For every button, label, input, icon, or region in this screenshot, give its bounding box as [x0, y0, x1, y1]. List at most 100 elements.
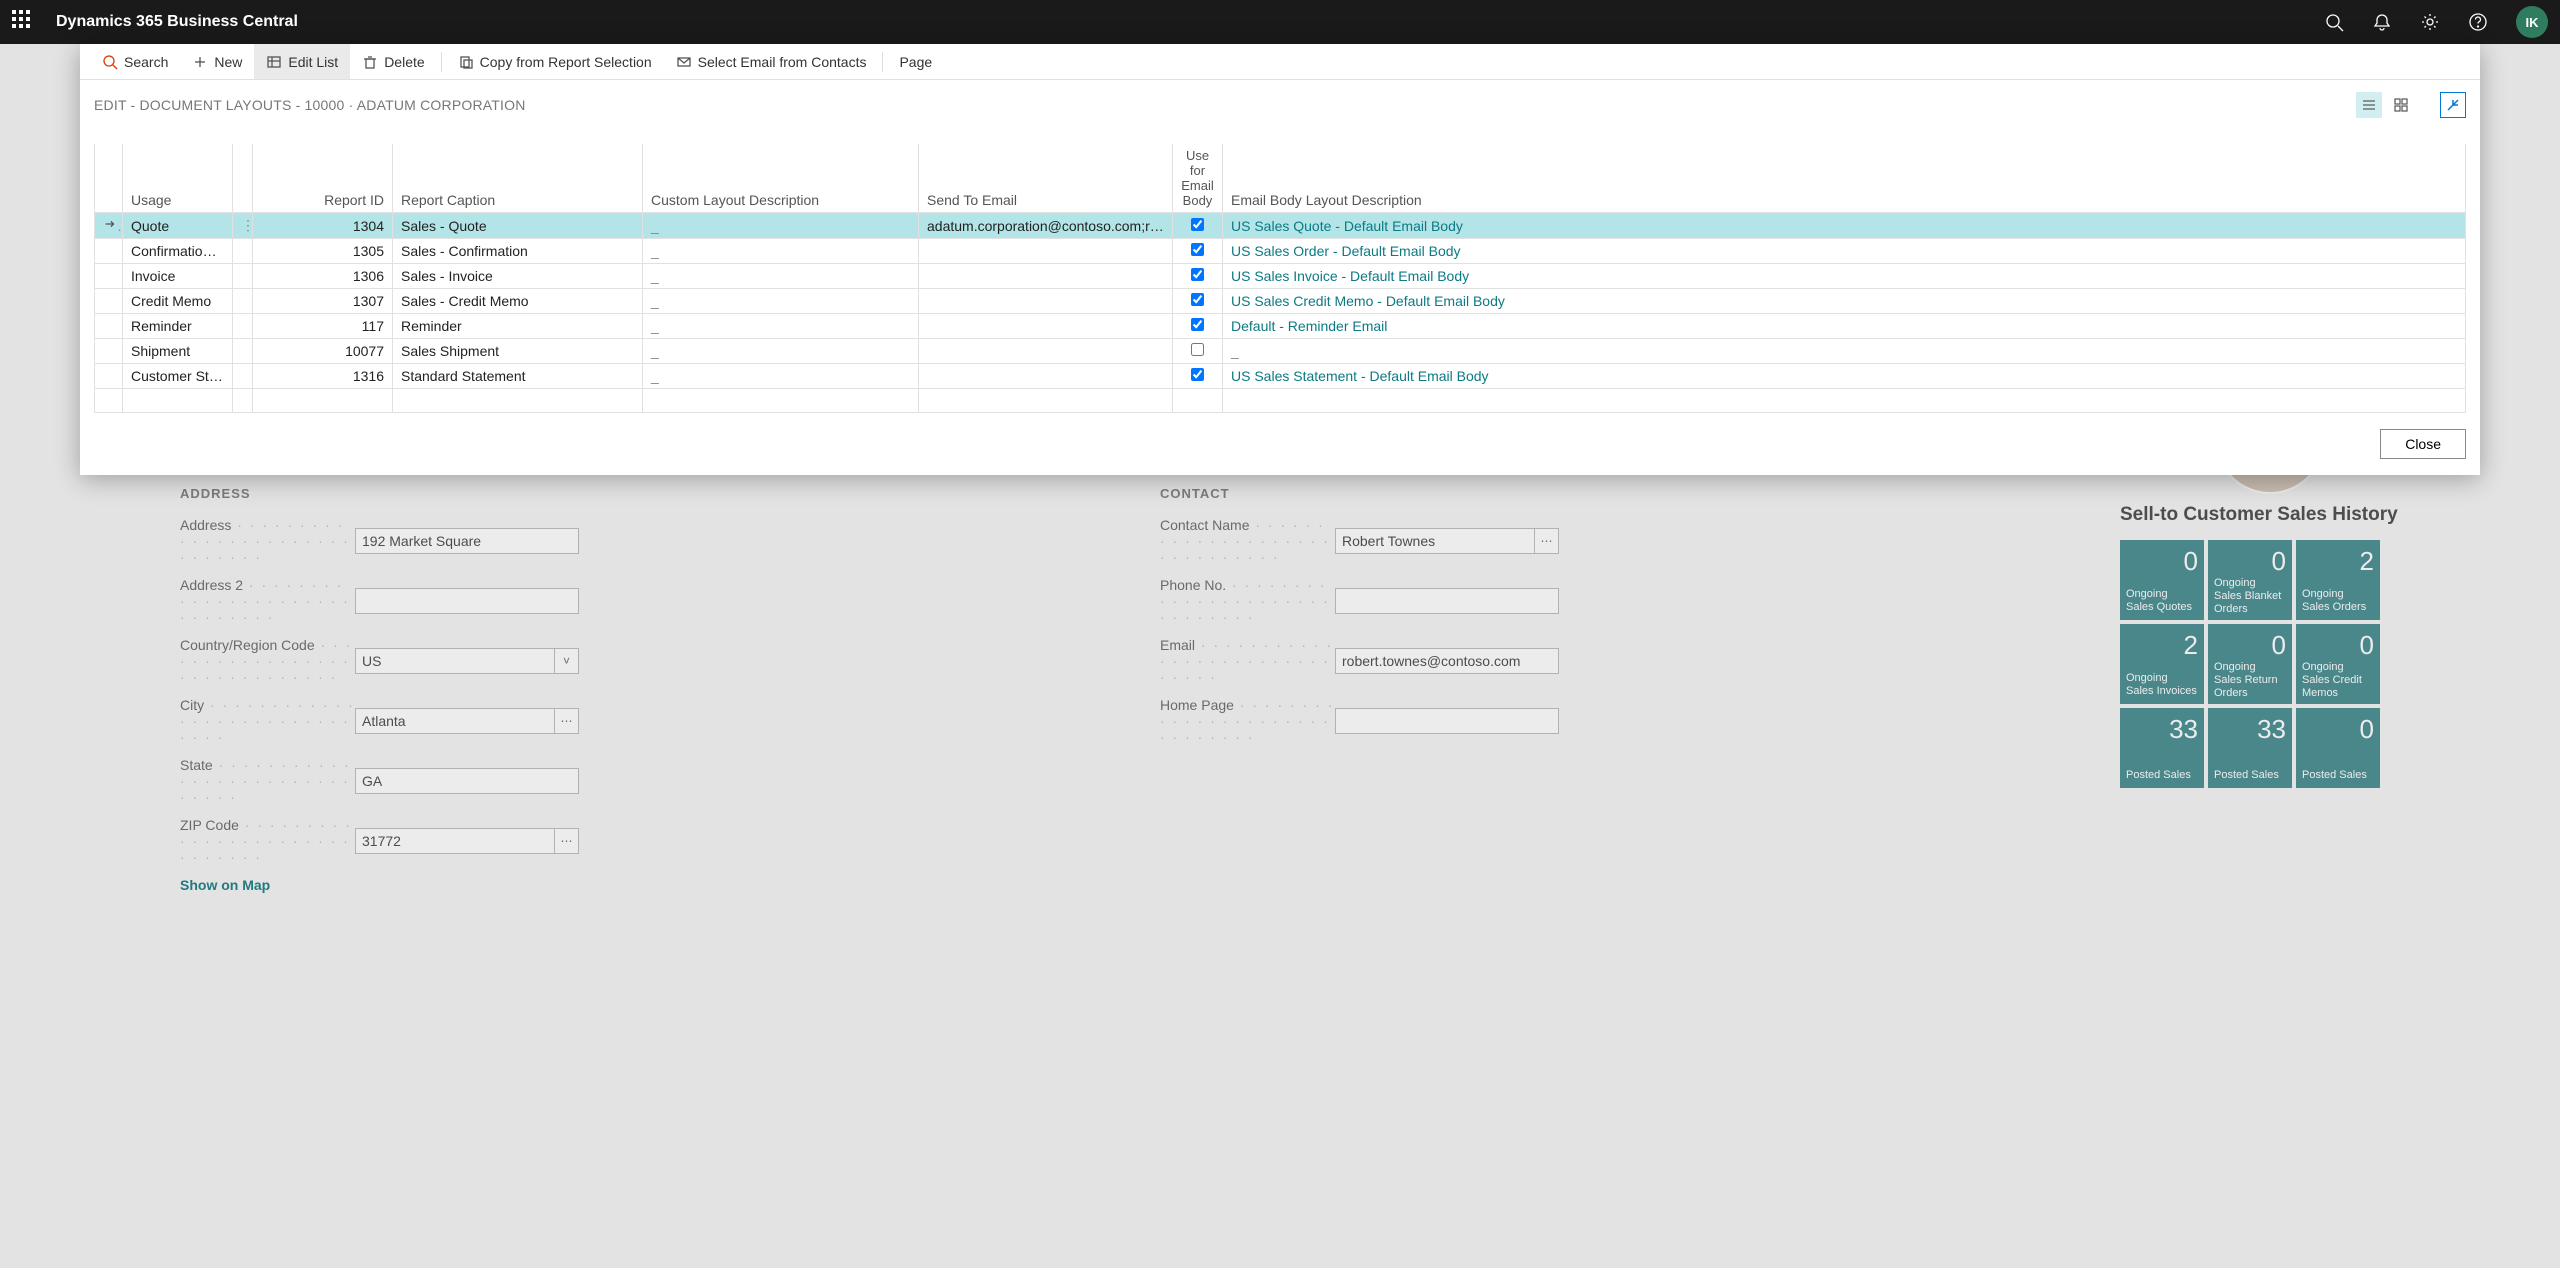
cell-body-layout[interactable]: US Sales Credit Memo - Default Email Bod… — [1223, 289, 2466, 314]
city-input[interactable] — [355, 708, 555, 734]
cell-body-layout[interactable]: US Sales Order - Default Email Body — [1223, 239, 2466, 264]
address2-input[interactable] — [355, 588, 579, 614]
cell-body-layout[interactable]: US Sales Statement - Default Email Body — [1223, 364, 2466, 389]
sales-tile[interactable]: 2Ongoing Sales Invoices — [2120, 624, 2204, 704]
show-on-map-link[interactable]: Show on Map — [180, 877, 1080, 893]
cell-custom-layout[interactable]: _ — [643, 239, 919, 264]
search-button[interactable]: Search — [90, 44, 180, 79]
cell-caption[interactable]: Standard Statement — [393, 364, 643, 389]
cell-report-id[interactable]: 1307 — [253, 289, 393, 314]
list-view-button[interactable] — [2356, 92, 2382, 118]
zip-lookup[interactable]: ⋯ — [555, 828, 579, 854]
cell-send-to[interactable] — [919, 314, 1173, 339]
cell-use-body[interactable] — [1173, 364, 1223, 389]
row-menu-icon[interactable]: ⋮ — [233, 213, 253, 239]
cell-send-to[interactable] — [919, 289, 1173, 314]
edit-list-button[interactable]: Edit List — [254, 44, 350, 79]
cell-use-body[interactable] — [1173, 339, 1223, 364]
sales-tile[interactable]: 0Ongoing Sales Quotes — [2120, 540, 2204, 620]
delete-button[interactable]: Delete — [350, 44, 436, 79]
app-launcher-icon[interactable] — [12, 10, 36, 34]
contact-name-input[interactable] — [1335, 528, 1535, 554]
cell-report-id[interactable]: 117 — [253, 314, 393, 339]
use-body-checkbox[interactable] — [1191, 318, 1204, 331]
cell-usage[interactable]: Invoice — [123, 264, 233, 289]
sales-tile[interactable]: 33Posted Sales — [2120, 708, 2204, 788]
country-input[interactable] — [355, 648, 555, 674]
cell-usage[interactable]: Customer State… — [123, 364, 233, 389]
use-body-checkbox[interactable] — [1191, 293, 1204, 306]
select-email-button[interactable]: Select Email from Contacts — [664, 44, 879, 79]
use-body-checkbox[interactable] — [1191, 343, 1204, 356]
cell-use-body[interactable] — [1173, 289, 1223, 314]
cell-send-to[interactable] — [919, 364, 1173, 389]
use-body-checkbox[interactable] — [1191, 268, 1204, 281]
cell-body-layout[interactable]: US Sales Invoice - Default Email Body — [1223, 264, 2466, 289]
cell-caption[interactable]: Reminder — [393, 314, 643, 339]
col-caption[interactable]: Report Caption — [393, 144, 643, 213]
settings-icon[interactable] — [2420, 12, 2440, 32]
cell-use-body[interactable] — [1173, 264, 1223, 289]
cell-report-id[interactable]: 10077 — [253, 339, 393, 364]
cell-body-layout[interactable]: US Sales Quote - Default Email Body — [1223, 213, 2466, 239]
sales-tile[interactable]: 0Ongoing Sales Credit Memos — [2296, 624, 2380, 704]
col-usage[interactable]: Usage — [123, 144, 233, 213]
homepage-input[interactable] — [1335, 708, 1559, 734]
cell-custom-layout[interactable]: _ — [643, 364, 919, 389]
address-input[interactable] — [355, 528, 579, 554]
col-send-to[interactable]: Send To Email — [919, 144, 1173, 213]
cell-caption[interactable]: Sales - Quote — [393, 213, 643, 239]
row-menu-icon[interactable] — [233, 314, 253, 339]
row-menu-icon[interactable] — [233, 264, 253, 289]
cell-usage[interactable]: Confirmation Or… — [123, 239, 233, 264]
cell-custom-layout[interactable]: _ — [643, 264, 919, 289]
country-dropdown[interactable]: ˅ — [555, 648, 579, 674]
use-body-checkbox[interactable] — [1191, 243, 1204, 256]
sales-tile[interactable]: 0Ongoing Sales Return Orders — [2208, 624, 2292, 704]
close-button[interactable]: Close — [2380, 429, 2466, 459]
table-row[interactable]: Credit Memo1307Sales - Credit Memo_US Sa… — [95, 289, 2466, 314]
cell-caption[interactable]: Sales - Confirmation — [393, 239, 643, 264]
sales-tile[interactable]: 33Posted Sales — [2208, 708, 2292, 788]
table-row[interactable]: Customer State… 1316Standard Statement_ US… — [95, 364, 2466, 389]
cell-custom-layout[interactable]: _ — [643, 289, 919, 314]
help-icon[interactable] — [2468, 12, 2488, 32]
cell-body-layout[interactable]: _ — [1223, 339, 2466, 364]
cell-send-to[interactable]: adatum.corporation@contoso.com;rober… — [919, 213, 1173, 239]
cell-report-id[interactable]: 1306 — [253, 264, 393, 289]
cell-report-id[interactable]: 1304 — [253, 213, 393, 239]
table-row[interactable]: Shipment10077Sales Shipment__ — [95, 339, 2466, 364]
user-avatar[interactable]: IK — [2516, 6, 2548, 38]
cell-use-body[interactable] — [1173, 314, 1223, 339]
state-input[interactable] — [355, 768, 579, 794]
row-menu-icon[interactable] — [233, 364, 253, 389]
row-menu-icon[interactable] — [233, 239, 253, 264]
cell-use-body[interactable] — [1173, 213, 1223, 239]
cell-use-body[interactable] — [1173, 239, 1223, 264]
zip-input[interactable] — [355, 828, 555, 854]
table-row[interactable]: Confirmation Or… 1305Sales - Confirmation… — [95, 239, 2466, 264]
cell-usage[interactable]: Quote — [123, 213, 233, 239]
notifications-icon[interactable] — [2372, 12, 2392, 32]
cell-usage[interactable]: Credit Memo — [123, 289, 233, 314]
use-body-checkbox[interactable] — [1191, 368, 1204, 381]
cell-custom-layout[interactable]: _ — [643, 339, 919, 364]
cell-custom-layout[interactable]: _ — [643, 213, 919, 239]
cell-caption[interactable]: Sales Shipment — [393, 339, 643, 364]
sales-tile[interactable]: 0Ongoing Sales Blanket Orders — [2208, 540, 2292, 620]
row-menu-icon[interactable] — [233, 339, 253, 364]
sales-tile[interactable]: 2Ongoing Sales Orders — [2296, 540, 2380, 620]
cell-caption[interactable]: Sales - Invoice — [393, 264, 643, 289]
cell-custom-layout[interactable]: _ — [643, 314, 919, 339]
cell-usage[interactable]: Shipment — [123, 339, 233, 364]
search-icon[interactable] — [2324, 12, 2344, 32]
cell-send-to[interactable] — [919, 264, 1173, 289]
cell-body-layout[interactable]: Default - Reminder Email — [1223, 314, 2466, 339]
collapse-icon[interactable] — [2440, 92, 2466, 118]
col-report-id[interactable]: Report ID — [253, 144, 393, 213]
cell-report-id[interactable]: 1305 — [253, 239, 393, 264]
cell-report-id[interactable]: 1316 — [253, 364, 393, 389]
city-lookup[interactable]: ⋯ — [555, 708, 579, 734]
phone-input[interactable] — [1335, 588, 1559, 614]
cell-usage[interactable]: Reminder — [123, 314, 233, 339]
